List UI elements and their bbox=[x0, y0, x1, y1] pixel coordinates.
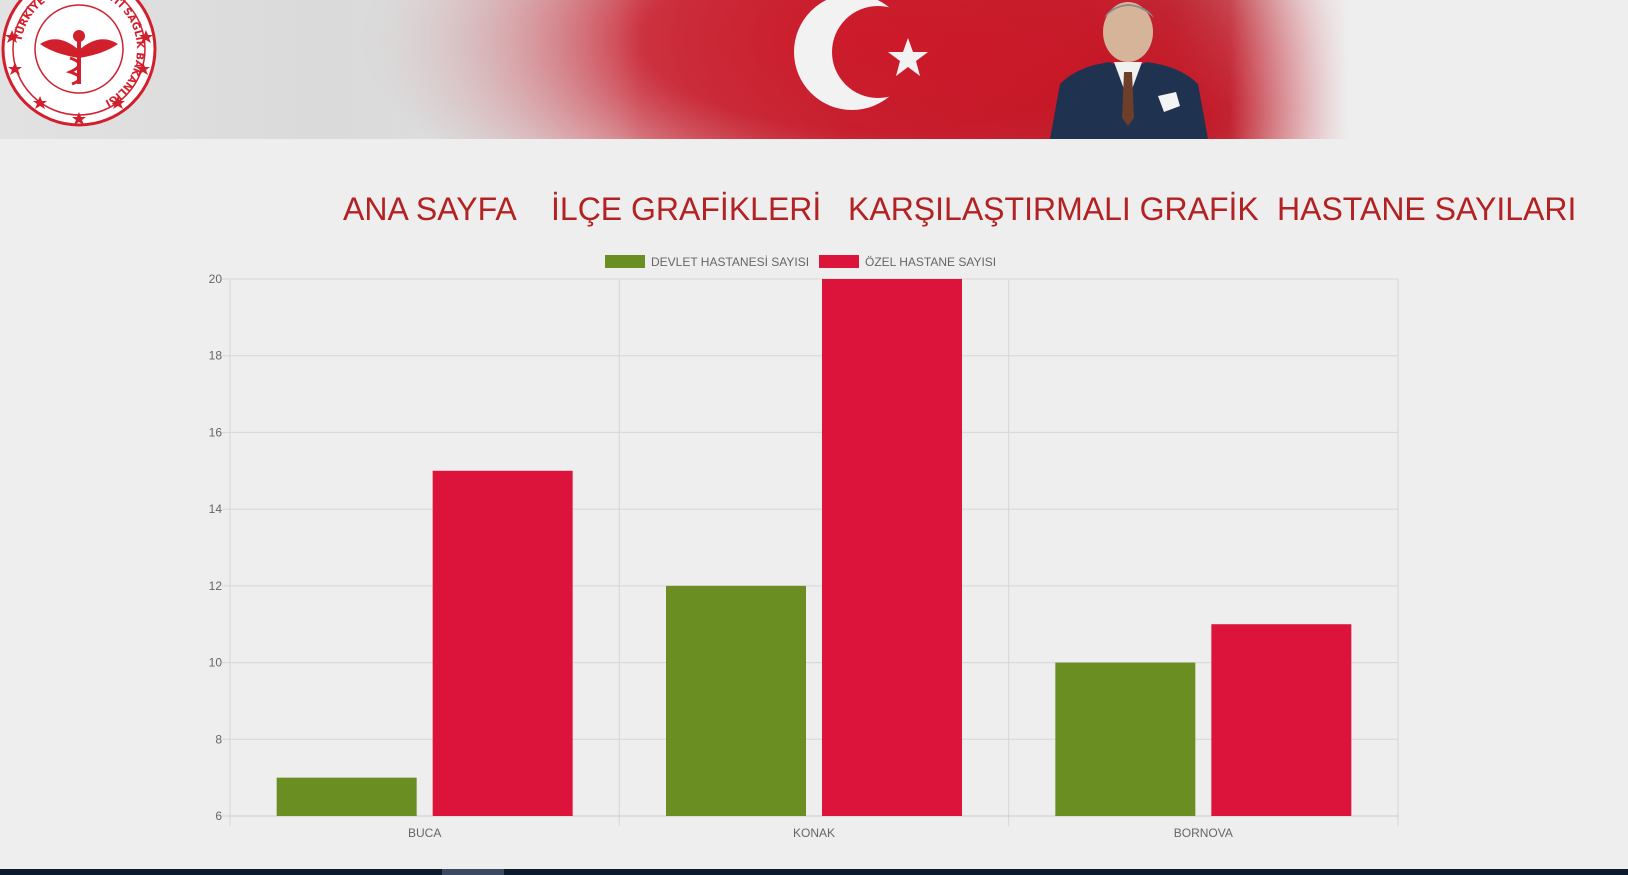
taskbar bbox=[0, 869, 1628, 875]
bar-konak-ozel bbox=[822, 279, 962, 816]
nav-item-hastane-sayilari[interactable]: HASTANE SAYILARI bbox=[1277, 191, 1577, 227]
bar-buca-ozel bbox=[432, 470, 573, 816]
legend-swatch bbox=[605, 255, 645, 268]
ministry-of-health-seal-icon: TÜRKİYE CUMHURİYETİ SAĞLIK BAKANLIĞI bbox=[1, 0, 157, 127]
y-tick-label: 8 bbox=[215, 732, 222, 746]
legend-label: DEVLET HASTANESİ SAYISI bbox=[651, 255, 809, 269]
y-tick-label: 20 bbox=[209, 272, 223, 286]
nav-item-ilce-grafikleri[interactable]: İLÇE GRAFİKLERİ bbox=[551, 191, 822, 227]
legend-label: ÖZEL HASTANE SAYISI bbox=[865, 255, 996, 269]
portrait-figure-icon bbox=[1050, 2, 1208, 139]
bar-buca-devlet bbox=[276, 777, 417, 816]
taskbar-active-item[interactable] bbox=[442, 869, 504, 875]
x-tick-label: BUCA bbox=[408, 826, 441, 840]
banner-fade-right bbox=[1230, 0, 1628, 139]
nav-item-ana-sayfa[interactable]: ANA SAYFA bbox=[343, 191, 517, 227]
bar-bornova-ozel bbox=[1211, 624, 1352, 816]
header-banner: TÜRKİYE CUMHURİYETİ SAĞLIK BAKANLIĞI bbox=[0, 0, 1628, 139]
hospital-count-chart: 6 8 10 12 14 16 18 20 BUCA KONAK BORNOVA DEVLET HAS… bbox=[0, 245, 1628, 845]
x-tick-label: KONAK bbox=[793, 826, 835, 840]
crescent-star-icon bbox=[794, 0, 928, 110]
main-nav: ANA SAYFA İLÇE GRAFİKLERİ KARŞILAŞTIRMAL… bbox=[0, 184, 1628, 234]
nav-item-karsilastirmali-grafik[interactable]: KARŞILAŞTIRMALI GRAFİK bbox=[848, 191, 1259, 227]
bar-konak-devlet bbox=[666, 585, 806, 816]
y-tick-label: 16 bbox=[209, 425, 223, 439]
y-tick-label: 12 bbox=[209, 579, 223, 593]
legend-swatch bbox=[819, 255, 859, 268]
bar-chart: 6 8 10 12 14 16 18 20 BUCA KONAK BORNOVA DEVLET HAS… bbox=[209, 255, 1399, 840]
y-tick-label: 6 bbox=[215, 809, 222, 823]
x-tick-label: BORNOVA bbox=[1174, 826, 1233, 840]
y-tick-label: 10 bbox=[209, 656, 223, 670]
y-tick-label: 14 bbox=[209, 502, 223, 516]
y-tick-label: 18 bbox=[209, 349, 223, 363]
bar-bornova-devlet bbox=[1055, 662, 1196, 816]
